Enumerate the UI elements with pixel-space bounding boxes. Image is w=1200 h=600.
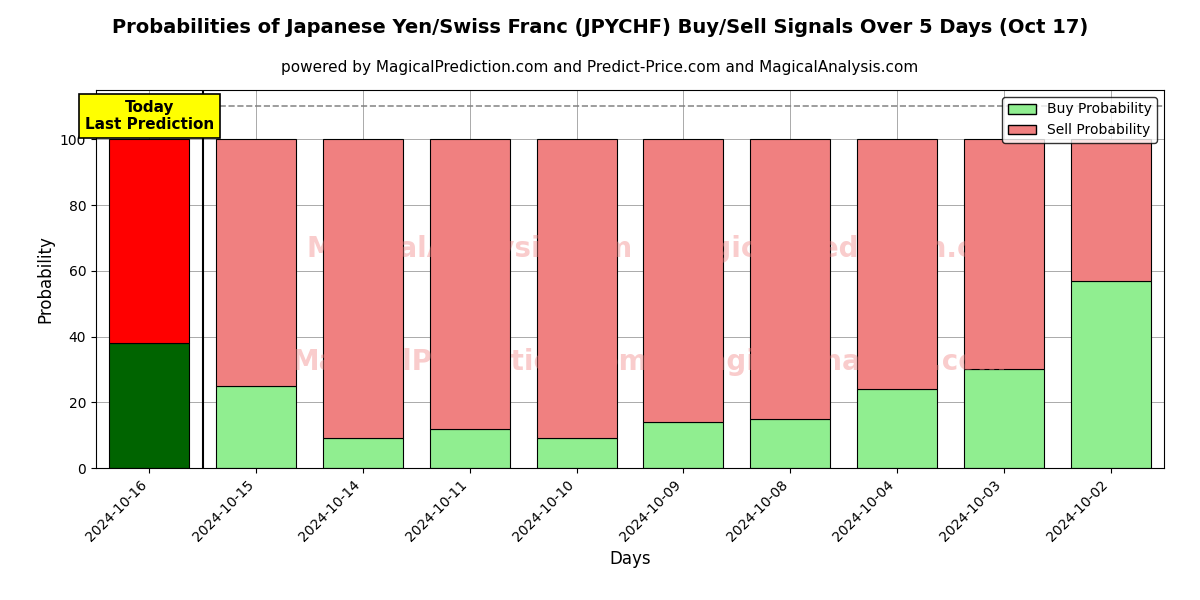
Bar: [216, 139, 296, 386]
Bar: [430, 428, 510, 468]
Bar: [323, 439, 403, 468]
Text: MagicalPrediction.com: MagicalPrediction.com: [665, 235, 1022, 263]
Bar: [109, 343, 190, 468]
Bar: [1070, 139, 1151, 281]
Bar: [750, 139, 830, 419]
Text: MagicalAnalysis.com: MagicalAnalysis.com: [307, 235, 632, 263]
Bar: [643, 422, 724, 468]
X-axis label: Days: Days: [610, 550, 650, 568]
Bar: [216, 386, 296, 468]
Bar: [857, 389, 937, 468]
Bar: [964, 370, 1044, 468]
Text: MagicalAnalysis.com: MagicalAnalysis.com: [680, 348, 1007, 376]
Text: powered by MagicalPrediction.com and Predict-Price.com and MagicalAnalysis.com: powered by MagicalPrediction.com and Pre…: [281, 60, 919, 75]
Text: Probabilities of Japanese Yen/Swiss Franc (JPYCHF) Buy/Sell Signals Over 5 Days : Probabilities of Japanese Yen/Swiss Fran…: [112, 18, 1088, 37]
Bar: [109, 139, 190, 343]
Bar: [536, 439, 617, 468]
Bar: [1070, 281, 1151, 468]
Bar: [964, 139, 1044, 370]
Legend: Buy Probability, Sell Probability: Buy Probability, Sell Probability: [1002, 97, 1157, 143]
Text: MagicalPrediction.com: MagicalPrediction.com: [292, 348, 648, 376]
Bar: [857, 139, 937, 389]
Text: Today
Last Prediction: Today Last Prediction: [85, 100, 214, 132]
Bar: [750, 419, 830, 468]
Bar: [323, 139, 403, 439]
Bar: [643, 139, 724, 422]
Y-axis label: Probability: Probability: [36, 235, 54, 323]
Bar: [430, 139, 510, 428]
Bar: [536, 139, 617, 439]
